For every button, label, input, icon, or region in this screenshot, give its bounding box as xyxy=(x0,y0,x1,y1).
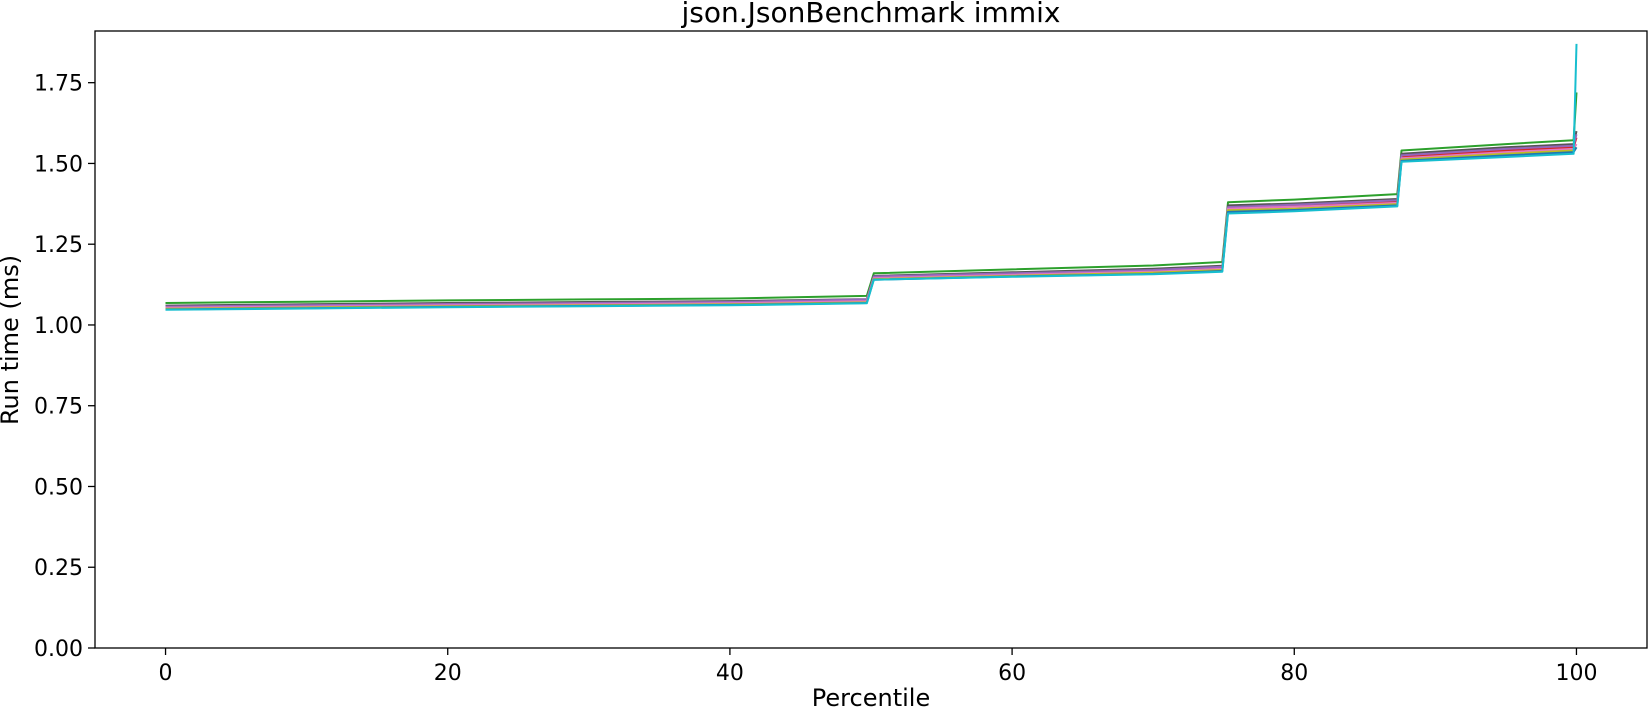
y-tick-label: 1.00 xyxy=(34,314,83,339)
series-line-8 xyxy=(165,43,1578,311)
series-layer xyxy=(165,43,1578,311)
y-tick-label: 0.50 xyxy=(34,475,83,500)
y-tick-label: 0.75 xyxy=(34,395,83,420)
x-tick-label: 20 xyxy=(434,661,462,686)
y-axis: 0.00 0.25 0.50 0.75 1.00 1.25 1.50 1.75 xyxy=(34,72,95,662)
y-tick-label: 1.75 xyxy=(34,72,83,97)
x-tick-label: 60 xyxy=(998,661,1026,686)
y-tick-label: 1.50 xyxy=(34,152,83,177)
x-tick-label: 100 xyxy=(1555,661,1597,686)
x-tick-label: 0 xyxy=(159,661,173,686)
series-line-4 xyxy=(165,134,1578,308)
plot-frame xyxy=(94,30,1648,649)
x-tick-label: 80 xyxy=(1280,661,1308,686)
y-tick-label: 0.00 xyxy=(34,637,83,662)
y-tick-label: 1.25 xyxy=(34,233,83,258)
x-axis-label: Percentile xyxy=(812,684,930,710)
series-line-1 xyxy=(165,92,1578,304)
y-tick-label: 0.25 xyxy=(34,556,83,581)
y-axis-label: Run time (ms) xyxy=(0,255,24,425)
x-tick-label: 40 xyxy=(716,661,744,686)
x-axis: 0 20 40 60 80 100 xyxy=(159,648,1597,686)
chart-title: json.JsonBenchmark immix xyxy=(681,0,1061,29)
